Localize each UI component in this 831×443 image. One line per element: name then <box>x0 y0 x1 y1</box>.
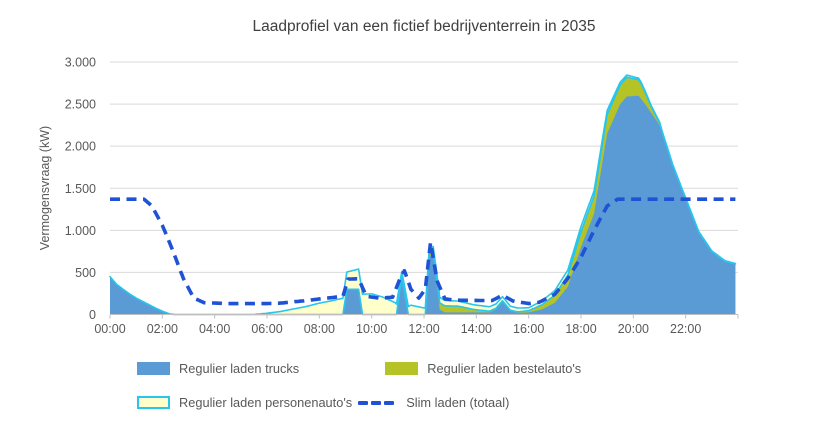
legend-item-slim-laden: Slim laden (totaal) <box>354 395 509 410</box>
x-tick-label: 20:00 <box>618 322 649 336</box>
x-tick-label: 18:00 <box>565 322 596 336</box>
y-tick-label: 2.500 <box>65 98 96 112</box>
legend-item-bestelautos: Regulier laden bestelauto's <box>385 361 581 376</box>
legend-label: Regulier laden bestelauto's <box>427 361 582 376</box>
y-tick-label: 1.000 <box>65 224 96 238</box>
legend-label: Regulier laden trucks <box>179 361 300 376</box>
x-tick-label: 02:00 <box>147 322 178 336</box>
x-tick-label: 04:00 <box>199 322 230 336</box>
trucks-swatch-icon <box>137 362 170 375</box>
x-tick-label: 06:00 <box>251 322 282 336</box>
x-tick-label: 00:00 <box>94 322 125 336</box>
bestelautos-swatch-icon <box>385 362 419 375</box>
y-tick-label: 3.000 <box>65 56 96 70</box>
chart-legend: Regulier laden trucks Regulier laden bes… <box>137 361 581 429</box>
y-tick-label: 0 <box>89 308 96 322</box>
x-tick-label: 16:00 <box>513 322 544 336</box>
y-tick-label: 500 <box>75 266 96 280</box>
legend-item-personenautos: Regulier laden personenauto's <box>137 395 352 410</box>
x-tick-label: 22:00 <box>670 322 701 336</box>
legend-label: Regulier laden personenauto's <box>179 395 353 410</box>
y-tick-label: 2.000 <box>65 140 96 154</box>
legend-row: Regulier laden trucks Regulier laden bes… <box>137 361 581 376</box>
legend-label: Slim laden (totaal) <box>406 395 510 410</box>
chart-title: Laadprofiel van een fictief bedrijventer… <box>252 18 596 35</box>
y-tick-label: 1.500 <box>65 182 96 196</box>
legend-item-trucks: Regulier laden trucks <box>137 361 299 376</box>
dashed-line-icon <box>358 400 397 405</box>
x-tick-label: 10:00 <box>356 322 387 336</box>
x-tick-label: 12:00 <box>408 322 439 336</box>
legend-row: Regulier laden personenauto's Slim laden… <box>137 395 581 410</box>
personenautos-swatch-icon <box>137 396 170 409</box>
x-tick-label: 08:00 <box>304 322 335 336</box>
slim-laden-line <box>109 197 736 306</box>
x-tick-label: 14:00 <box>461 322 492 336</box>
area-trucks <box>110 95 736 315</box>
